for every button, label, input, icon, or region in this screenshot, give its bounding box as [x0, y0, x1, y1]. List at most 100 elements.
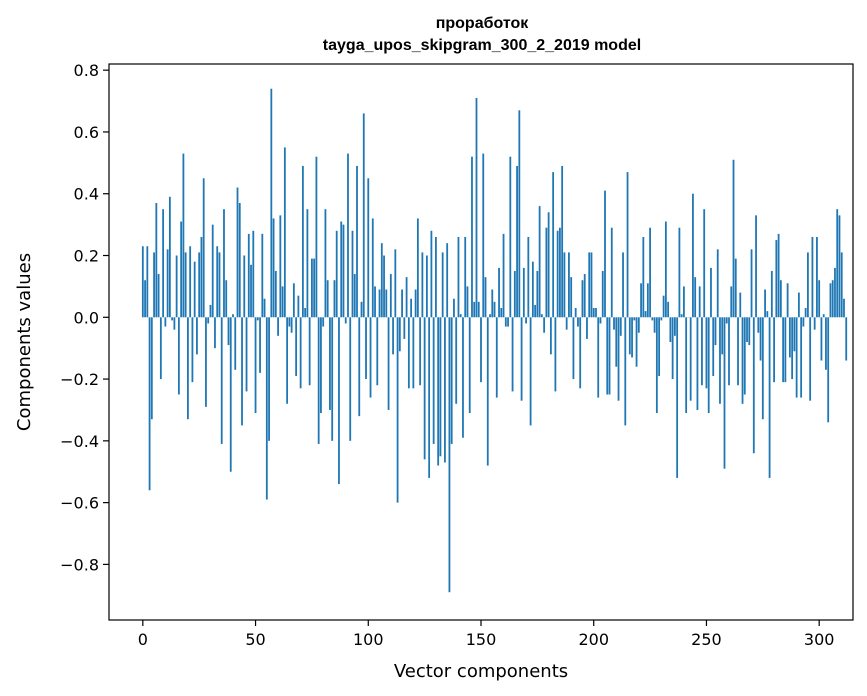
bar: [148, 317, 151, 491]
bar: [782, 317, 785, 383]
bar: [568, 252, 570, 318]
y-tick-label: −0.4: [60, 432, 99, 451]
bar: [770, 270, 773, 318]
bar: [660, 317, 663, 321]
chart-subtitle: tayga_upos_skipgram_300_2_2019 model: [323, 37, 641, 54]
bar: [392, 317, 394, 355]
bar: [653, 317, 656, 333]
bar: [484, 277, 487, 318]
bar: [730, 286, 733, 318]
bar: [313, 258, 316, 318]
bar: [439, 317, 442, 457]
bar: [597, 317, 600, 398]
bar: [335, 230, 338, 318]
bar: [615, 317, 618, 367]
bar: [845, 317, 848, 361]
bar: [180, 221, 183, 318]
bar: [827, 317, 830, 423]
bar: [601, 270, 604, 318]
bar: [205, 317, 207, 407]
bar: [322, 317, 325, 327]
bar: [383, 255, 385, 318]
bar: [435, 236, 437, 318]
bar: [349, 317, 352, 441]
bar: [344, 317, 347, 324]
bar: [622, 252, 624, 318]
bar: [705, 317, 708, 389]
bar: [356, 165, 358, 318]
bar: [378, 289, 381, 318]
bar: [292, 283, 295, 318]
bar: [286, 317, 289, 404]
bar: [759, 317, 762, 361]
bar: [577, 317, 579, 327]
bar: [822, 314, 825, 318]
bar: [207, 317, 210, 324]
x-axis-label: Vector components: [394, 661, 568, 682]
bar: [482, 153, 485, 318]
bar: [358, 317, 361, 417]
bar: [498, 267, 500, 318]
bar: [268, 317, 270, 441]
bar: [764, 289, 766, 318]
bar: [168, 196, 171, 318]
bar: [380, 243, 383, 318]
bar: [466, 286, 469, 318]
bar: [696, 317, 699, 410]
bar: [701, 317, 703, 386]
bar: [223, 209, 225, 318]
bar: [367, 178, 370, 318]
bar: [816, 236, 818, 318]
bar: [804, 308, 807, 318]
bar: [692, 193, 694, 318]
bar: [683, 286, 685, 318]
bar: [829, 283, 832, 318]
bar: [752, 317, 755, 454]
bar: [333, 280, 336, 318]
bar: [563, 252, 566, 318]
bar: [369, 317, 372, 398]
bar: [468, 317, 471, 414]
bar: [743, 317, 746, 395]
bar: [459, 314, 462, 318]
bar: [274, 270, 277, 318]
y-tick-label: 0.4: [74, 185, 99, 204]
bar: [723, 317, 726, 469]
bar: [710, 267, 712, 318]
x-tick-label: 100: [353, 630, 384, 649]
bar: [831, 280, 834, 318]
bar: [394, 249, 397, 318]
y-tick-label: −0.8: [60, 555, 99, 574]
bar: [642, 236, 645, 318]
bar: [243, 255, 246, 318]
bar: [256, 317, 259, 321]
bar: [428, 317, 431, 478]
bar: [331, 317, 334, 441]
bar: [342, 224, 345, 318]
bar: [773, 317, 775, 383]
bar: [320, 317, 322, 414]
bar: [689, 317, 692, 401]
bar: [425, 255, 428, 318]
bar: [150, 317, 153, 420]
bar: [477, 301, 480, 318]
bar: [308, 317, 311, 386]
bar: [671, 317, 674, 380]
bar: [599, 317, 602, 324]
bar: [707, 317, 710, 414]
bar: [173, 317, 176, 330]
bar: [376, 317, 379, 386]
bar: [421, 252, 424, 318]
bar: [685, 317, 688, 414]
bar: [238, 203, 241, 318]
bar: [259, 317, 261, 373]
bar: [793, 317, 796, 352]
bar: [301, 165, 304, 318]
bar: [236, 187, 239, 318]
bar: [290, 317, 293, 333]
bar: [317, 317, 320, 444]
bar: [288, 317, 291, 327]
bar: [766, 311, 769, 318]
y-axis: −0.8 −0.6 −0.4 −0.2 0.0 0.2 0.4 0.6 0.8: [60, 61, 109, 574]
bar: [507, 317, 509, 327]
